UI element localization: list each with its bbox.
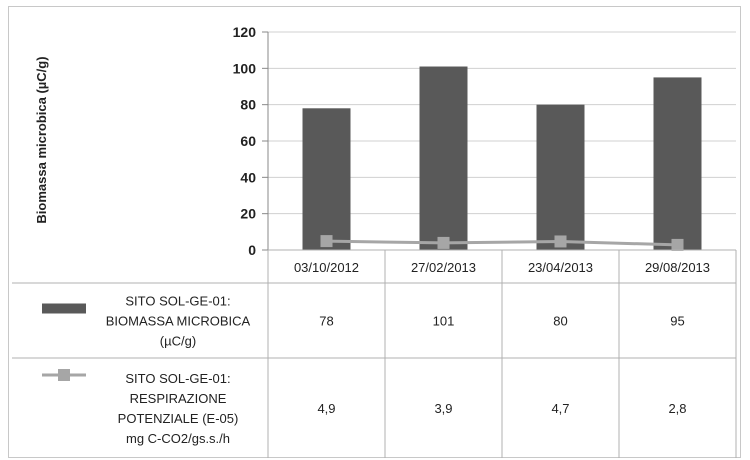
y-axis-label: Biomassa microbica (µC/g): [34, 56, 49, 223]
legend-entry-line: (µC/g): [160, 334, 196, 349]
legend-key-marker: [58, 369, 70, 381]
x-category-label: 29/08/2013: [645, 260, 710, 275]
data-value-cell: 4,7: [551, 401, 569, 416]
x-category-label: 03/10/2012: [294, 260, 359, 275]
legend-entry-line: SITO SOL-GE-01:: [125, 371, 230, 386]
bar: [653, 77, 702, 251]
bar-series: [302, 66, 702, 251]
x-category-label: 23/04/2013: [528, 260, 593, 275]
legend-entry-line: RESPIRAZIONE: [130, 391, 227, 406]
line-marker: [671, 238, 684, 251]
line-marker: [554, 235, 567, 248]
y-tick-label: 80: [240, 97, 256, 113]
data-value-cell: 4,9: [317, 401, 335, 416]
data-value-cell: 95: [670, 314, 684, 329]
legend-entry-line: SITO SOL-GE-01:: [125, 294, 230, 309]
line-marker: [437, 236, 450, 249]
data-value-cell: 101: [433, 314, 455, 329]
line-marker: [320, 235, 333, 248]
data-value-cell: 78: [319, 314, 333, 329]
series-line: [326, 239, 678, 247]
data-value-cell: 80: [553, 314, 567, 329]
bar: [536, 104, 585, 251]
bar: [302, 108, 351, 250]
legend-entry-line: BIOMASSA MICROBICA: [106, 314, 251, 329]
y-tick-label: 100: [233, 60, 257, 76]
data-value-cell: 3,9: [434, 401, 452, 416]
x-category-label: 27/02/2013: [411, 260, 476, 275]
bar: [419, 66, 468, 251]
data-table: 03/10/2012 27/02/2013 23/04/2013 29/08/2013…: [12, 249, 737, 458]
data-value-cell: 2,8: [668, 401, 686, 416]
legend-key-bar: [42, 303, 86, 314]
y-tick-label: 60: [240, 133, 256, 149]
y-tick-label: 20: [240, 206, 256, 222]
y-axis: 0 20 40 60 80 100 120: [233, 24, 269, 258]
y-tick-label: 0: [248, 242, 256, 258]
legend-entry-line: mg C-CO2/gs.s./h: [126, 431, 230, 446]
y-tick-label: 120: [233, 24, 257, 40]
line-series: [320, 235, 684, 251]
legend-entry-line: POTENZIALE (E-05): [118, 411, 239, 426]
y-tick-label: 40: [240, 169, 256, 185]
